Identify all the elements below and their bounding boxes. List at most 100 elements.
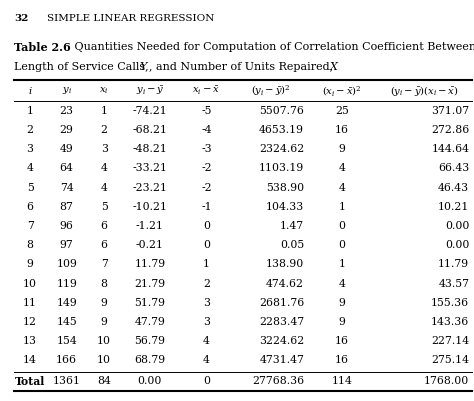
Text: 49: 49 xyxy=(60,144,73,154)
Text: 154: 154 xyxy=(56,336,77,346)
Text: 13: 13 xyxy=(23,336,37,346)
Text: -10.21: -10.21 xyxy=(132,202,167,212)
Text: 9: 9 xyxy=(338,144,346,154)
Text: 25: 25 xyxy=(335,106,349,116)
Text: 3: 3 xyxy=(203,317,210,327)
Text: 12: 12 xyxy=(23,317,37,327)
Text: 0: 0 xyxy=(338,240,346,250)
Text: 138.90: 138.90 xyxy=(266,259,304,269)
Text: -2: -2 xyxy=(201,164,212,174)
Text: 64: 64 xyxy=(60,164,73,174)
Text: -33.21: -33.21 xyxy=(132,164,167,174)
Text: Table 2.6: Table 2.6 xyxy=(14,42,71,53)
Text: 66.43: 66.43 xyxy=(438,164,469,174)
Text: 16: 16 xyxy=(335,355,349,365)
Text: 145: 145 xyxy=(56,317,77,327)
Text: -2: -2 xyxy=(201,182,212,192)
Text: 4: 4 xyxy=(338,279,346,289)
Text: 109: 109 xyxy=(56,259,77,269)
Text: 1.47: 1.47 xyxy=(280,221,304,231)
Text: 2: 2 xyxy=(27,125,34,135)
Text: $x_i - \bar{x}$: $x_i - \bar{x}$ xyxy=(192,85,220,97)
Text: 11: 11 xyxy=(23,298,37,308)
Text: 43.57: 43.57 xyxy=(438,279,469,289)
Text: 9: 9 xyxy=(338,317,346,327)
Text: 272.86: 272.86 xyxy=(431,125,469,135)
Text: 8: 8 xyxy=(100,279,108,289)
Text: 4: 4 xyxy=(101,164,108,174)
Text: 2283.47: 2283.47 xyxy=(259,317,304,327)
Text: -23.21: -23.21 xyxy=(132,182,167,192)
Text: 46.43: 46.43 xyxy=(438,182,469,192)
Text: 4: 4 xyxy=(338,164,346,174)
Text: 119: 119 xyxy=(56,279,77,289)
Text: 0.05: 0.05 xyxy=(280,240,304,250)
Text: 1: 1 xyxy=(338,259,346,269)
Text: Length of Service Calls,: Length of Service Calls, xyxy=(14,62,152,72)
Text: 21.79: 21.79 xyxy=(134,279,165,289)
Text: 0: 0 xyxy=(338,221,346,231)
Text: 1: 1 xyxy=(203,259,210,269)
Text: $(x_i - \bar{x})^2$: $(x_i - \bar{x})^2$ xyxy=(322,84,362,97)
Text: -4: -4 xyxy=(201,125,211,135)
Text: 1: 1 xyxy=(338,202,346,212)
Text: Quantities Needed for Computation of Correlation Coefficient Between: Quantities Needed for Computation of Cor… xyxy=(64,42,474,52)
Text: 474.62: 474.62 xyxy=(266,279,304,289)
Text: X: X xyxy=(329,62,337,72)
Text: Y: Y xyxy=(140,62,147,72)
Text: 23: 23 xyxy=(60,106,73,116)
Text: 87: 87 xyxy=(60,202,73,212)
Text: 0.00: 0.00 xyxy=(445,240,469,250)
Text: 0: 0 xyxy=(203,377,210,387)
Text: 10: 10 xyxy=(97,355,111,365)
Text: 1103.19: 1103.19 xyxy=(259,164,304,174)
Text: 7: 7 xyxy=(101,259,108,269)
Text: , and Number of Units Repaired,: , and Number of Units Repaired, xyxy=(149,62,337,72)
Text: 0.00: 0.00 xyxy=(445,221,469,231)
Text: 10: 10 xyxy=(23,279,37,289)
Text: 2324.62: 2324.62 xyxy=(259,144,304,154)
Text: -1: -1 xyxy=(201,202,212,212)
Text: $(y_i - \bar{y})^2$: $(y_i - \bar{y})^2$ xyxy=(251,83,290,98)
Text: 0: 0 xyxy=(203,240,210,250)
Text: 4: 4 xyxy=(338,182,346,192)
Text: 143.36: 143.36 xyxy=(431,317,469,327)
Text: 10: 10 xyxy=(97,336,111,346)
Text: 9: 9 xyxy=(101,317,108,327)
Text: -48.21: -48.21 xyxy=(132,144,167,154)
Text: -1.21: -1.21 xyxy=(136,221,164,231)
Text: 97: 97 xyxy=(60,240,73,250)
Text: 11.79: 11.79 xyxy=(134,259,165,269)
Text: 0: 0 xyxy=(203,221,210,231)
Text: 538.90: 538.90 xyxy=(266,182,304,192)
Text: $i$: $i$ xyxy=(27,85,32,96)
Text: 5: 5 xyxy=(27,182,34,192)
Text: 4: 4 xyxy=(27,164,34,174)
Text: 4731.47: 4731.47 xyxy=(259,355,304,365)
Text: 371.07: 371.07 xyxy=(431,106,469,116)
Text: 68.79: 68.79 xyxy=(134,355,165,365)
Text: 3224.62: 3224.62 xyxy=(259,336,304,346)
Text: 149: 149 xyxy=(56,298,77,308)
Text: 7: 7 xyxy=(27,221,34,231)
Text: 96: 96 xyxy=(60,221,73,231)
Text: 14: 14 xyxy=(23,355,37,365)
Text: $x_i$: $x_i$ xyxy=(100,85,109,96)
Text: 155.36: 155.36 xyxy=(431,298,469,308)
Text: 275.14: 275.14 xyxy=(431,355,469,365)
Text: 166: 166 xyxy=(56,355,77,365)
Text: 4: 4 xyxy=(203,355,210,365)
Text: 6: 6 xyxy=(27,202,34,212)
Text: 51.79: 51.79 xyxy=(135,298,165,308)
Text: 11.79: 11.79 xyxy=(438,259,469,269)
Text: 16: 16 xyxy=(335,336,349,346)
Text: 1: 1 xyxy=(27,106,34,116)
Text: -74.21: -74.21 xyxy=(133,106,167,116)
Text: 9: 9 xyxy=(27,259,34,269)
Text: $y_i - \bar{y}$: $y_i - \bar{y}$ xyxy=(136,84,164,97)
Text: 2: 2 xyxy=(203,279,210,289)
Text: 32: 32 xyxy=(14,14,28,23)
Text: 29: 29 xyxy=(60,125,73,135)
Text: 3: 3 xyxy=(203,298,210,308)
Text: -5: -5 xyxy=(201,106,211,116)
